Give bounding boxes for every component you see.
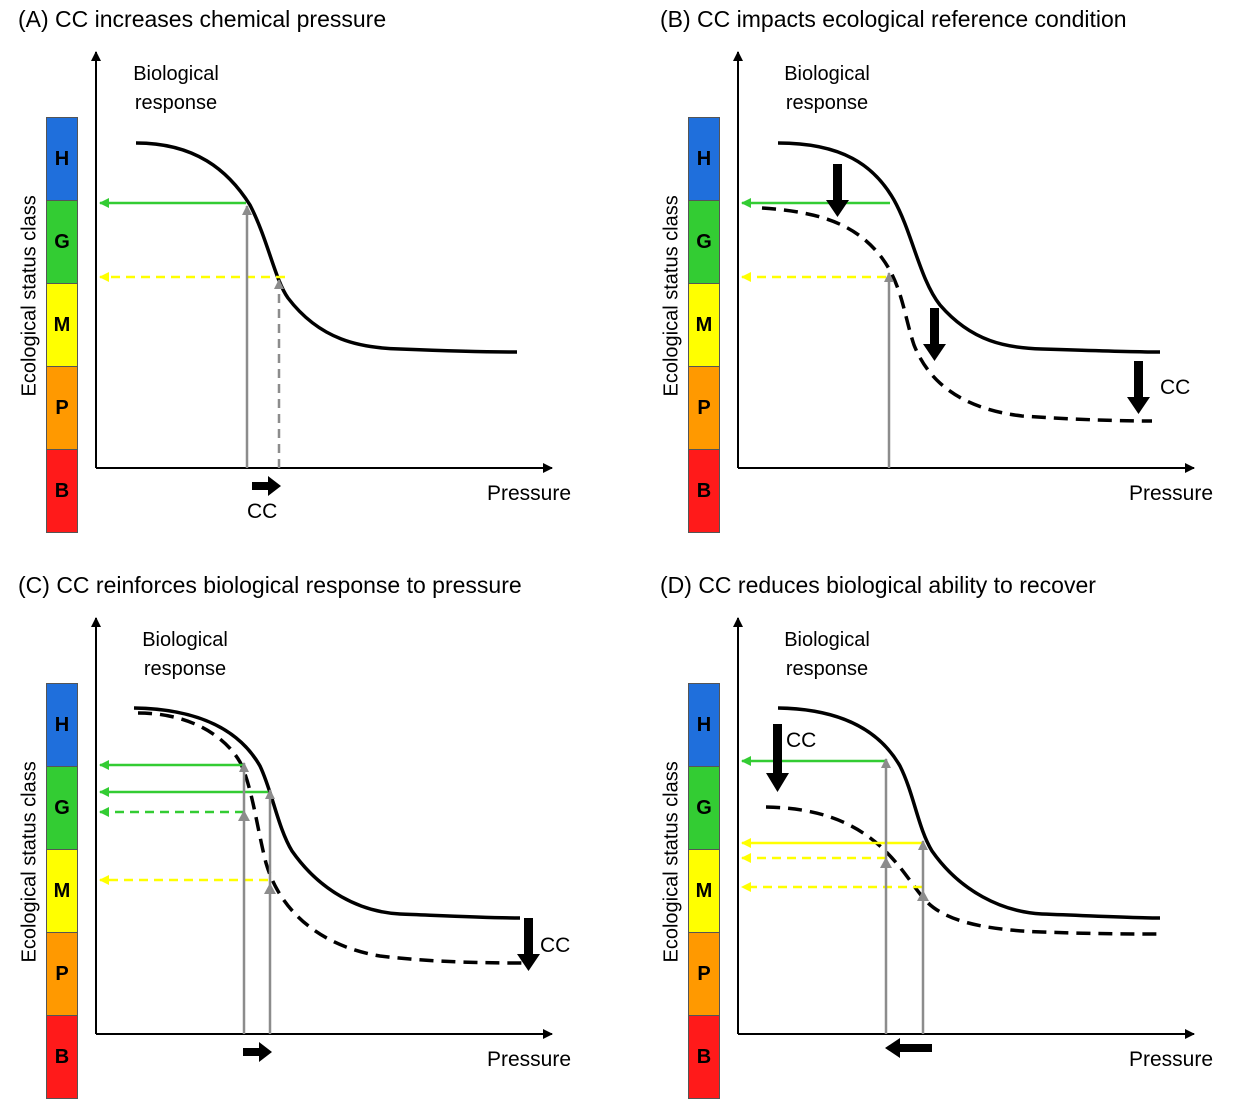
status-cell-good: G xyxy=(688,766,720,850)
panel-title: (A) CC increases chemical pressure xyxy=(18,6,387,32)
status-cell-moderate: M xyxy=(688,849,720,933)
cc-label: CC xyxy=(786,729,817,752)
status-cell-poor: P xyxy=(688,932,720,1016)
biological-response-label: Biological response xyxy=(142,629,228,680)
x-axis-label: Pressure xyxy=(487,1048,572,1071)
panel-c: (C) CC reinforces biological response to… xyxy=(0,566,618,1103)
diagram-plot xyxy=(91,51,553,496)
response-curve xyxy=(133,706,521,920)
biological-response-label: Biological response xyxy=(784,63,870,114)
status-class-bar: H G M P B xyxy=(46,683,78,1099)
status-cell-moderate: M xyxy=(46,283,78,367)
cc-label: CC xyxy=(1160,376,1191,399)
steeper-response-curve xyxy=(137,711,526,965)
shift-arrow-right xyxy=(1127,361,1150,414)
status-cell-high: H xyxy=(46,683,78,767)
reduced-recovery-curve xyxy=(765,805,1163,936)
status-class-bar: H G M P B xyxy=(688,117,720,533)
panel-b: (B) CC impacts ecological reference cond… xyxy=(642,0,1236,537)
status-cell-moderate: M xyxy=(46,849,78,933)
shift-arrow-middle xyxy=(923,308,946,361)
status-cell-poor: P xyxy=(688,366,720,450)
response-curve xyxy=(135,141,518,354)
status-cell-good: G xyxy=(46,200,78,284)
diagram-plot xyxy=(91,617,553,1062)
panel-a: (A) CC increases chemical pressure Ecolo… xyxy=(0,0,618,537)
panel-title: (D) CC reduces biological ability to rec… xyxy=(660,572,1096,598)
cc-left-arrow xyxy=(885,1038,932,1058)
diagram-plot xyxy=(733,617,1195,1058)
status-cell-bad: B xyxy=(688,449,720,533)
response-curve xyxy=(777,706,1161,920)
cc-label: CC xyxy=(540,934,571,957)
panel-d: (D) CC reduces biological ability to rec… xyxy=(642,566,1236,1103)
x-axis-label: Pressure xyxy=(1129,1048,1214,1071)
status-cell-high: H xyxy=(688,117,720,201)
shift-arrow-right xyxy=(517,918,540,971)
status-cell-moderate: M xyxy=(688,283,720,367)
shift-arrow-down xyxy=(766,724,789,792)
cc-label: CC xyxy=(247,500,278,523)
status-cell-poor: P xyxy=(46,366,78,450)
shifted-response-curve xyxy=(761,206,1153,423)
x-axis-label: Pressure xyxy=(1129,482,1214,505)
cc-right-arrow xyxy=(252,476,281,496)
panel-title: (C) CC reinforces biological response to… xyxy=(18,572,522,598)
response-curve xyxy=(777,141,1161,354)
status-cell-good: G xyxy=(688,200,720,284)
cc-right-arrow xyxy=(243,1042,272,1062)
biological-response-label: Biological response xyxy=(784,629,870,680)
biological-response-label: Biological response xyxy=(133,63,219,114)
x-axis-label: Pressure xyxy=(487,482,572,505)
diagram-plot xyxy=(733,51,1195,473)
status-class-bar: H G M P B xyxy=(46,117,78,533)
status-cell-bad: B xyxy=(46,449,78,533)
panel-title: (B) CC impacts ecological reference cond… xyxy=(660,6,1127,32)
shift-arrow-top xyxy=(826,164,849,217)
status-cell-poor: P xyxy=(46,932,78,1016)
